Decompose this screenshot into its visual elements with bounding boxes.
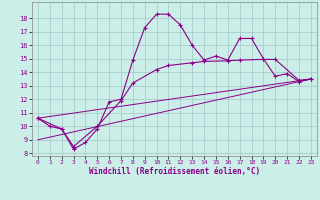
X-axis label: Windchill (Refroidissement éolien,°C): Windchill (Refroidissement éolien,°C) xyxy=(89,167,260,176)
